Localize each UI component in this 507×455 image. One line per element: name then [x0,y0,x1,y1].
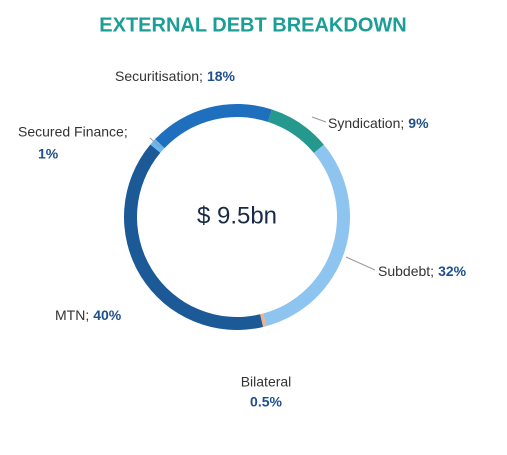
leader-line [149,137,161,148]
value-label: 0.5% [250,394,282,410]
value-label: 18% [207,68,236,84]
donut-segment [155,104,272,149]
segment-label: Securitisation; [115,68,203,84]
segment-label: Subdebt; [378,263,434,279]
value-label: 32% [438,263,467,279]
segment-label-group: Securitisation; 18% [115,68,236,84]
value-label: 1% [38,146,59,162]
segment-label: Secured Finance; [18,124,128,140]
value-label: 40% [93,307,122,323]
segment-label-group: MTN; 40% [55,307,122,323]
donut-segment [263,144,351,327]
segment-label: MTN; [55,307,89,323]
donut-segment [267,109,324,154]
leader-line [345,256,376,271]
chart-title: EXTERNAL DEBT BREAKDOWN [99,14,406,36]
value-label: 9% [408,115,429,131]
segment-label: Syndication; [328,115,404,131]
segment-label: Bilateral [241,374,292,390]
segment-label-group: Subdebt; 32% [378,263,467,279]
donut-segment [123,144,264,331]
donut-segment [260,313,267,327]
center-label: $ 9.5bn [197,202,277,229]
segment-label-group: Syndication; 9% [328,115,429,131]
donut-segment [150,139,165,153]
leader-line [311,116,327,123]
